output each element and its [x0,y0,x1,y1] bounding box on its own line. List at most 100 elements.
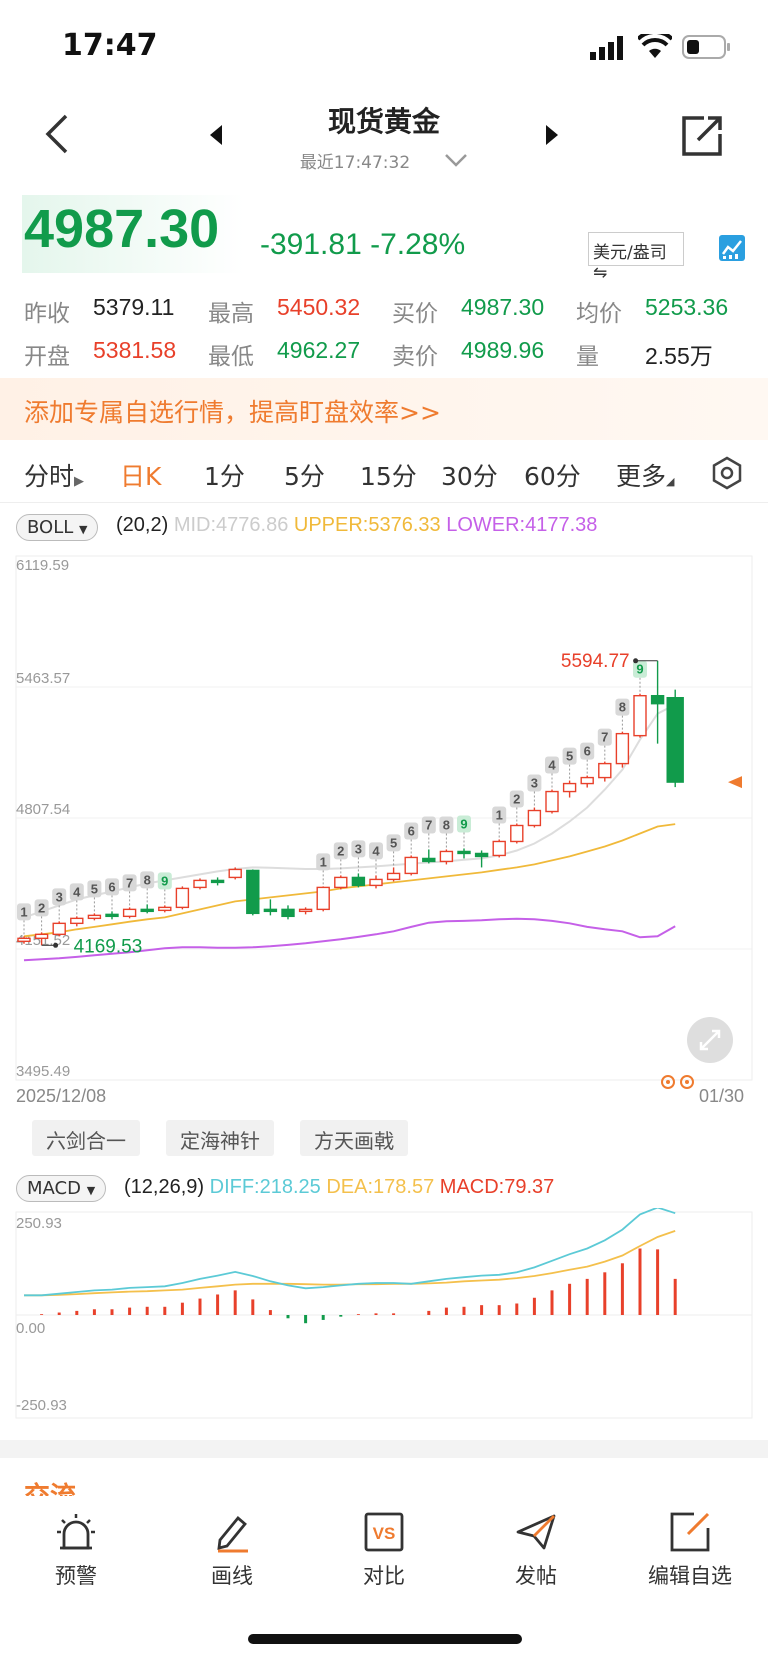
macd-values: (12,26,9) DIFF:218.25 DEA:178.57 MACD:79… [124,1176,554,1199]
td-badge [369,842,383,860]
tab-15min[interactable]: 15分 [360,462,417,491]
tab-more[interactable]: 更多◢ [616,462,675,491]
td-badge [140,871,155,889]
avg-value: 5253.36 [645,294,729,320]
chart-type-icon[interactable] [718,234,746,266]
alarm-icon[interactable] [54,1510,98,1558]
dea-line [24,1230,676,1297]
settings-icon[interactable] [710,456,744,494]
share-icon[interactable] [680,114,724,162]
home-indicator [248,1634,522,1644]
tab-5min[interactable]: 5分 [284,462,325,491]
strategy-pill-1[interactable]: 六剑合一 [32,1120,140,1156]
candle [158,906,172,912]
candle [633,694,647,737]
td-count: 3 [56,889,63,904]
unit-switch[interactable]: 美元/盎司⇋ [588,232,684,283]
volume-label: 量 [576,343,599,369]
nav-draw-line[interactable]: 画线 [211,1564,253,1588]
td-count: 4 [73,884,81,899]
td-count: 2 [38,900,45,915]
tab-timeshare[interactable]: 分时▶ [24,462,85,491]
macd-selector[interactable]: MACD ▼ [16,1175,107,1202]
banner-text[interactable]: 添加专属自选行情，提高盯盘效率>> [24,398,441,427]
td-count: 1 [320,854,327,869]
td-badge [52,888,67,906]
td-badge [87,880,102,898]
td-count: 4 [372,843,380,858]
pencil-icon[interactable] [210,1510,254,1558]
macd-y-tick: -250.93 [16,1397,67,1414]
td-count: 5 [390,835,397,850]
y-tick-label: 5463.57 [16,670,70,687]
td-badge [122,874,137,892]
macd-diff: DIFF:218.25 [209,1176,321,1198]
macd-chart[interactable]: 250.93 0.00 -250.93 [0,1208,768,1422]
low-label: 最低 [208,343,254,369]
tab-1min[interactable]: 1分 [204,462,245,491]
boll-values: (20,2) MID:4776.86 UPPER:5376.33 LOWER:4… [116,514,597,537]
change-value: -391.81 [260,228,362,261]
boll-mid: MID:4776.86 [173,514,289,536]
candle [457,850,471,855]
td-count: 7 [425,817,432,832]
td-count: 7 [126,875,133,890]
boll-selector[interactable]: BOLL ▼ [16,514,99,541]
nav-edit-watchlist[interactable]: 编辑自选 [648,1564,732,1588]
td-badge [157,872,172,890]
nav-post[interactable]: 发帖 [515,1564,557,1588]
nav-alarm[interactable]: 预警 [55,1564,97,1588]
high-marker-dot [633,658,639,664]
candle [122,908,137,918]
td-badge [509,790,524,808]
prev-arrow-icon[interactable] [208,124,224,150]
chevron-down-icon[interactable] [444,152,468,172]
strategy-pill-3[interactable]: 方天画戟 [300,1120,408,1156]
y-tick-label: 6119.59 [16,557,69,574]
discussion-tab-peek[interactable]: 交流 [24,1476,76,1496]
strategy-pill-2[interactable]: 定海神针 [166,1120,274,1156]
td-badge [580,742,595,760]
candle [369,878,383,887]
td-count: 1 [496,807,503,822]
td-count: 3 [355,841,362,856]
avg-label: 均价 [576,300,622,326]
macd-y-tick: 0.00 [16,1320,45,1337]
candle [492,840,506,857]
td-badge [34,899,49,917]
candle [87,914,102,920]
diff-line [24,1208,676,1297]
event-marker-icon[interactable] [660,1074,700,1094]
tab-daily-k[interactable]: 日K [120,462,162,491]
send-icon[interactable] [514,1510,558,1558]
candle [17,937,31,943]
candle [510,824,524,843]
td-count: 2 [513,791,520,806]
tab-30min[interactable]: 30分 [441,462,498,491]
edit-icon[interactable] [668,1510,712,1558]
candle [666,696,684,783]
td-badge [351,840,366,858]
candle [422,857,436,863]
watchlist-banner[interactable] [0,378,768,440]
td-badge [421,816,436,834]
vs-icon[interactable]: VS [362,1510,406,1558]
back-icon[interactable] [42,112,72,160]
td-badge [562,747,577,765]
bid-label: 买价 [392,300,438,326]
candle [562,782,577,793]
nav-compare[interactable]: 对比 [363,1564,405,1588]
next-arrow-icon[interactable] [544,124,560,150]
td-count: 8 [619,700,626,715]
candle [598,762,612,779]
expand-icon[interactable] [686,1016,734,1068]
date-start: 2025/12/08 [16,1086,107,1106]
candle [580,776,594,785]
date-end: 01/30 [699,1086,745,1106]
price-change: -391.81 -7.28% [260,228,465,262]
tab-60min[interactable]: 60分 [524,462,581,491]
high-value: 5450.32 [277,294,361,320]
candle [70,917,84,925]
low-value: 4962.27 [277,337,361,363]
